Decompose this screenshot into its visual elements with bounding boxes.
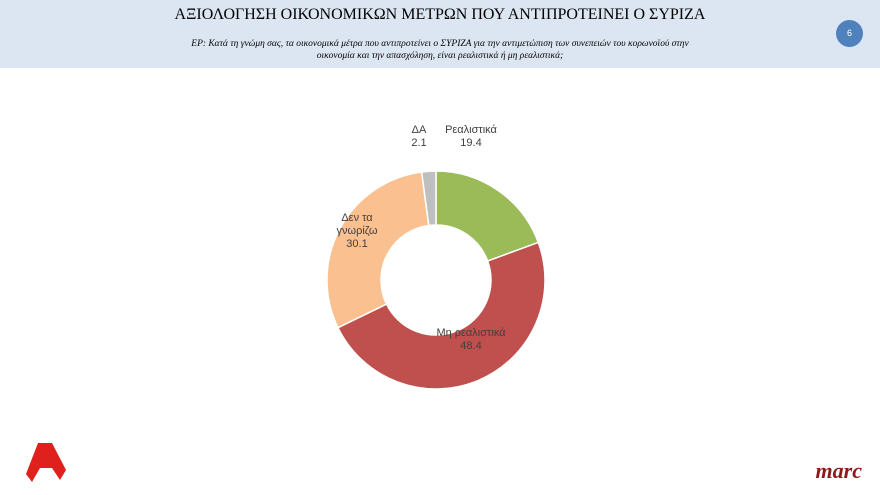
category-label: ΔΑ	[411, 124, 427, 136]
header-bar	[0, 0, 880, 68]
value-label: 30.1	[346, 238, 368, 250]
category-label: Μη ρεαλιστικά	[436, 327, 506, 339]
data-label: Ρεαλιστικά 19.4	[436, 124, 506, 150]
data-label: Μη ρεαλιστικά 48.4	[436, 327, 506, 353]
brand-logo: marc	[815, 458, 862, 483]
data-label: Δεν τα γνωρίζω 30.1	[322, 212, 392, 251]
donut-slice	[326, 171, 430, 329]
category-label: Δεν τα γνωρίζω	[336, 212, 378, 237]
donut-slice	[435, 170, 540, 263]
value-label: 2.1	[411, 137, 427, 149]
chart-title: ΑΞΙΟΛΟΓΗΣΗ ΟΙΚΟΝΟΜΙΚΩΝ ΜΕΤΡΩΝ ΠΟΥ ΑΝΤΙΠΡ…	[174, 6, 706, 23]
value-label: 19.4	[460, 137, 482, 149]
donut-slice	[336, 241, 546, 390]
category-label: Ρεαλιστικά	[445, 124, 497, 136]
logo-icon	[26, 443, 66, 482]
donut-slice	[420, 170, 437, 227]
chart-subtitle: ΕΡ: Κατά τη γνώμη σας, τα οικονομικά μέτ…	[191, 39, 689, 61]
data-label: ΔΑ 2.1	[384, 124, 454, 150]
value-label: 48.4	[460, 340, 482, 352]
page-number: 6	[836, 20, 863, 47]
